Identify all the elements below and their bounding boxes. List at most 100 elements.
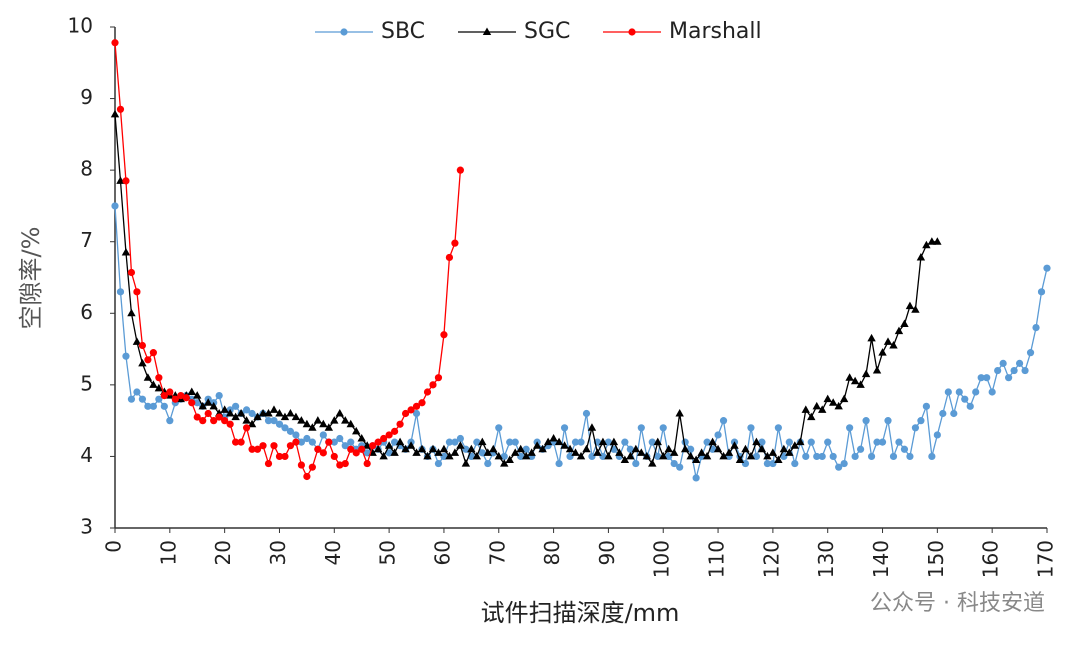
point (149, 402, 157, 410)
point (785, 448, 794, 456)
point (275, 420, 284, 428)
point (396, 420, 404, 428)
point (840, 459, 848, 468)
point (242, 416, 251, 424)
point (220, 405, 229, 413)
point (275, 408, 284, 417)
point (406, 441, 416, 449)
point (835, 463, 843, 471)
point (999, 359, 1007, 367)
point (160, 402, 168, 410)
point (587, 423, 597, 431)
point (401, 409, 410, 418)
point (609, 437, 619, 446)
point (253, 445, 262, 453)
point (472, 451, 482, 460)
point (380, 434, 388, 443)
point (209, 401, 218, 410)
point (314, 445, 322, 453)
point (549, 434, 558, 442)
point (752, 452, 761, 461)
point (248, 445, 256, 453)
point (275, 452, 284, 461)
point (894, 326, 904, 335)
point (785, 438, 793, 446)
point (303, 472, 311, 481)
point (445, 438, 454, 446)
point (560, 424, 569, 432)
x-tick-label: 50 (376, 540, 400, 565)
point (911, 424, 920, 432)
point (286, 408, 295, 417)
point (495, 424, 503, 432)
point (127, 268, 136, 277)
point (571, 448, 580, 456)
point (687, 445, 695, 453)
point (505, 455, 514, 464)
point (221, 417, 229, 425)
x-tick-label: 100 (650, 540, 674, 578)
point (670, 448, 679, 456)
point (665, 452, 673, 461)
point (330, 452, 338, 461)
point (302, 419, 312, 428)
point (791, 459, 799, 468)
point (451, 438, 459, 446)
point (511, 448, 520, 456)
point (127, 395, 136, 403)
point (308, 438, 316, 446)
point (961, 395, 969, 403)
point (215, 391, 223, 400)
point (867, 452, 876, 461)
x-tick-label: 60 (430, 540, 454, 565)
point (741, 459, 750, 468)
point (319, 419, 328, 428)
point (193, 399, 201, 407)
point (576, 451, 586, 460)
point (445, 253, 454, 262)
point (237, 438, 245, 446)
point (911, 305, 920, 313)
point (724, 448, 734, 456)
point (828, 398, 838, 406)
point (1021, 366, 1029, 375)
point (950, 409, 958, 418)
point (319, 449, 327, 457)
point (363, 459, 371, 468)
point (598, 437, 608, 446)
point (138, 358, 147, 367)
point (1005, 374, 1013, 382)
point (286, 442, 295, 450)
point (532, 441, 542, 449)
point (236, 408, 246, 417)
point (144, 356, 152, 364)
x-axis-label: 试件扫描深度/mm (481, 599, 680, 627)
point (632, 459, 640, 468)
point (796, 437, 805, 446)
point (927, 237, 937, 245)
point (790, 441, 800, 449)
point (664, 444, 673, 453)
point (171, 395, 179, 403)
point (878, 348, 887, 356)
point (1032, 324, 1040, 332)
x-tick-label: 0 (102, 540, 126, 553)
point (358, 445, 366, 453)
point (1037, 288, 1046, 296)
point (702, 451, 712, 460)
point (906, 452, 914, 461)
point (878, 438, 887, 446)
point (483, 448, 492, 456)
point (144, 402, 152, 410)
point (193, 413, 201, 421)
point (335, 408, 344, 417)
point (680, 444, 690, 453)
point (922, 402, 930, 410)
x-tick-label: 10 (156, 540, 180, 565)
point (977, 374, 985, 382)
point (889, 452, 898, 461)
point (867, 333, 876, 342)
legend-label: SBC (381, 19, 425, 44)
point (659, 451, 668, 460)
point (155, 395, 163, 403)
